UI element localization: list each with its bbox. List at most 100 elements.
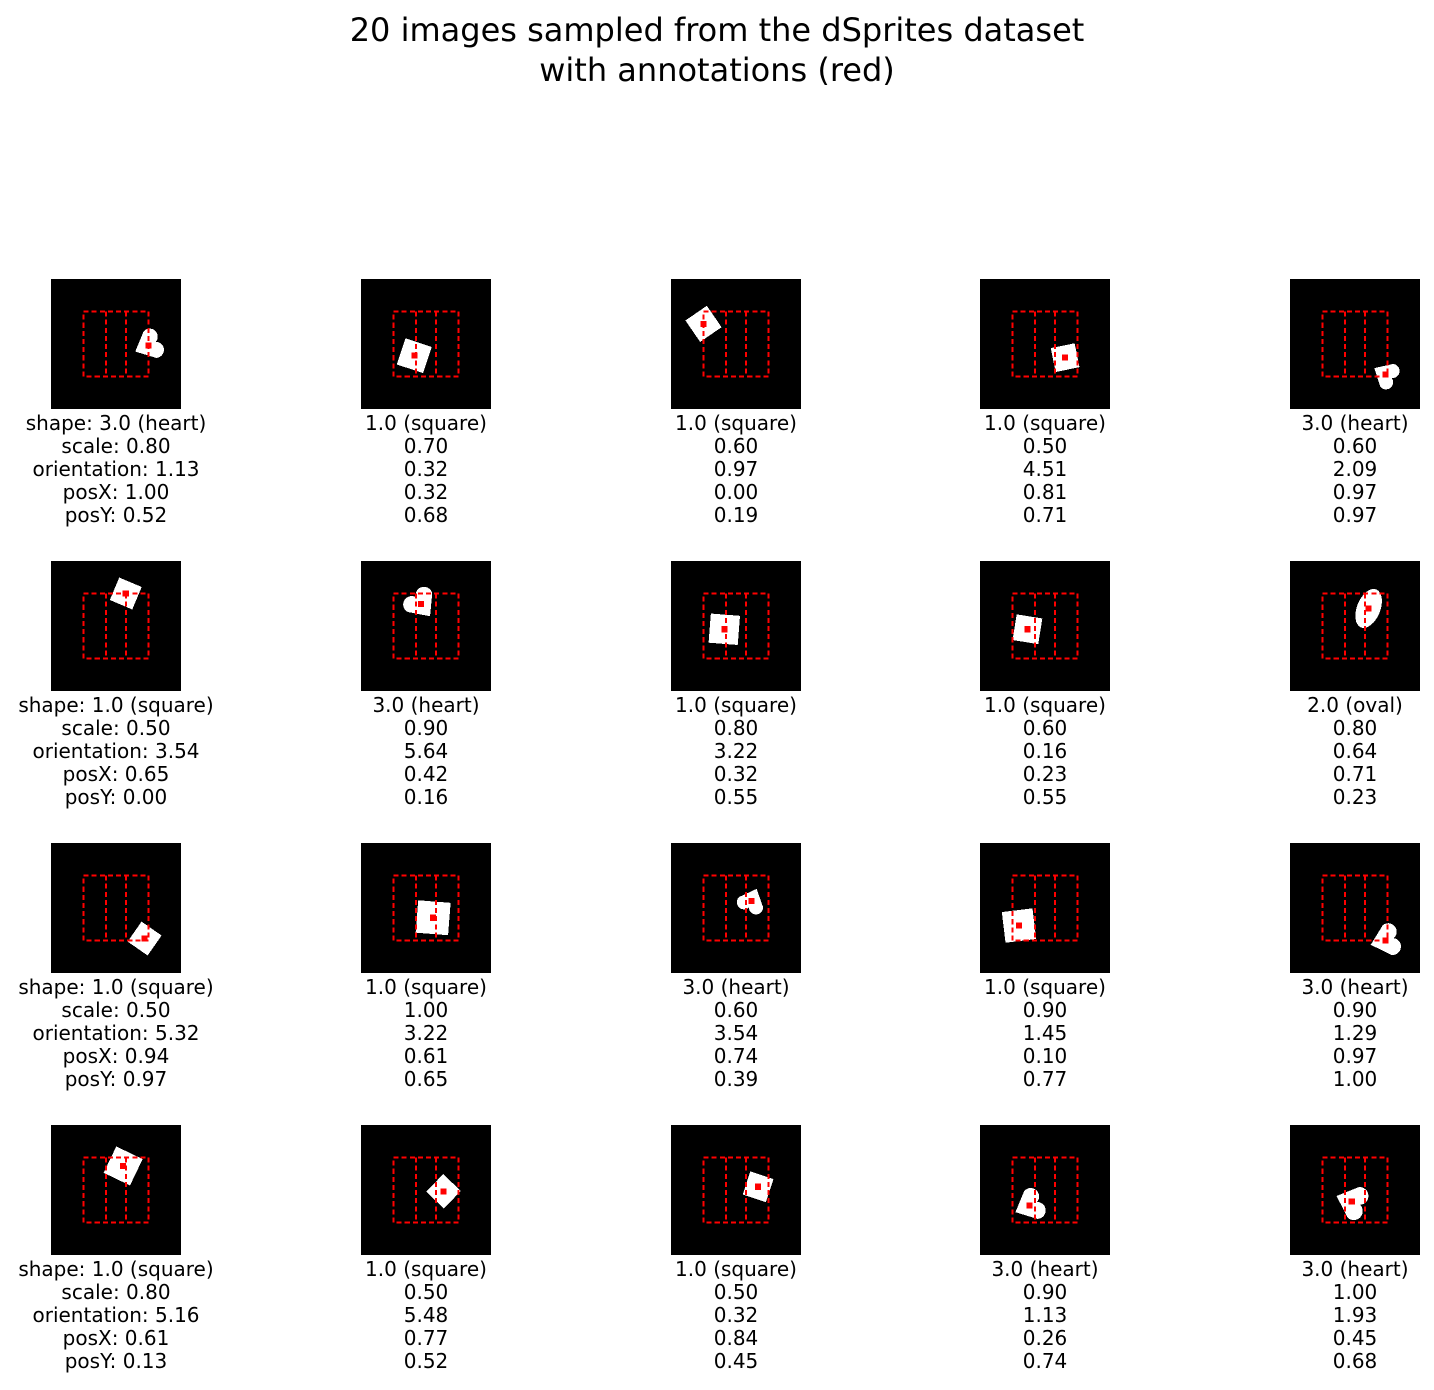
posY-label: 0.68 <box>1332 1349 1378 1373</box>
orientation-label: orientation: 1.13 <box>32 457 200 481</box>
posY-label: 0.23 <box>1332 785 1378 809</box>
shape-label: 3.0 (heart) <box>682 975 790 999</box>
sample-annotations-14: 1.0 (square) 0.90 1.45 0.10 0.77 <box>895 976 1195 1091</box>
posY-label: 0.74 <box>1022 1349 1068 1373</box>
scale-label: 0.60 <box>1022 716 1068 740</box>
scale-label: 0.90 <box>1022 1280 1068 1304</box>
position-marker <box>748 897 755 904</box>
annotation-box <box>392 874 460 942</box>
position-marker <box>1365 605 1372 612</box>
sprite-image-16 <box>51 1125 181 1255</box>
annotation-box <box>702 592 770 660</box>
sample-annotations-11: shape: 1.0 (square) scale: 0.50 orientatio… <box>0 976 266 1091</box>
orientation-label: 0.32 <box>403 457 449 481</box>
image-background <box>361 561 491 691</box>
posY-label: 1.00 <box>1332 1067 1378 1091</box>
position-marker <box>1382 371 1389 378</box>
image-background <box>671 279 801 409</box>
sprite-image-14 <box>980 843 1110 973</box>
posX-label: 0.23 <box>1022 762 1068 786</box>
position-marker <box>120 1162 127 1169</box>
orientation-label: 3.22 <box>403 1021 449 1045</box>
posY-label: 0.55 <box>713 785 759 809</box>
annotation-box <box>1011 1156 1079 1224</box>
posY-label: 0.65 <box>403 1067 449 1091</box>
sample-annotations-5: 3.0 (heart) 0.60 2.09 0.97 0.97 <box>1205 412 1434 527</box>
sample-annotations-15: 3.0 (heart) 0.90 1.29 0.97 1.00 <box>1205 976 1434 1091</box>
annotation-box <box>1011 592 1079 660</box>
sample-annotations-16: shape: 1.0 (square) scale: 0.80 orientatio… <box>0 1258 266 1373</box>
position-marker <box>1382 937 1389 944</box>
annotation-box <box>1321 874 1389 942</box>
sprite-image-8 <box>671 561 801 691</box>
image-background <box>980 1125 1110 1255</box>
sample-annotations-7: 3.0 (heart) 0.90 5.64 0.42 0.16 <box>276 694 576 809</box>
posY-label: posY: 0.97 <box>64 1067 168 1091</box>
sample-annotations-10: 2.0 (oval) 0.80 0.64 0.71 0.23 <box>1205 694 1434 809</box>
position-marker <box>141 935 148 942</box>
annotation-box <box>702 1156 770 1224</box>
image-background <box>361 279 491 409</box>
annotation-box <box>392 1156 460 1224</box>
figure-title: 20 images sampled from the dSprites data… <box>0 10 1434 90</box>
sample-annotations-8: 1.0 (square) 0.80 3.22 0.32 0.55 <box>586 694 886 809</box>
posY-label: 0.45 <box>713 1349 759 1373</box>
image-background <box>980 279 1110 409</box>
annotation-box <box>82 592 150 660</box>
orientation-label: 3.54 <box>713 1021 759 1045</box>
annotation-box <box>1011 874 1079 942</box>
orientation-label: 0.16 <box>1022 739 1068 763</box>
sprite-image-11 <box>51 843 181 973</box>
posY-label: posY: 0.52 <box>64 503 168 527</box>
shape-label: 1.0 (square) <box>984 975 1106 999</box>
position-marker <box>721 626 728 633</box>
posX-label: 0.74 <box>713 1044 759 1068</box>
posX-label: posX: 0.61 <box>62 1326 170 1350</box>
sample-annotations-18: 1.0 (square) 0.50 0.32 0.84 0.45 <box>586 1258 886 1373</box>
image-background <box>51 843 181 973</box>
sample-annotations-3: 1.0 (square) 0.60 0.97 0.00 0.19 <box>586 412 886 527</box>
position-marker <box>122 590 129 597</box>
position-marker <box>1015 922 1023 929</box>
image-background <box>361 1125 491 1255</box>
orientation-label: 4.51 <box>1022 457 1068 481</box>
scale-label: scale: 0.80 <box>61 1280 171 1304</box>
sprite-image-6 <box>51 561 181 691</box>
posY-label: 0.97 <box>1332 503 1378 527</box>
annotation-box <box>392 310 460 378</box>
annotation-box <box>392 592 460 660</box>
sprite-image-10 <box>1290 561 1420 691</box>
title-line-2: with annotations (red) <box>539 51 895 89</box>
annotation-box <box>1321 592 1389 660</box>
sample-annotations-4: 1.0 (square) 0.50 4.51 0.81 0.71 <box>895 412 1195 527</box>
sprite-image-5 <box>1290 279 1420 409</box>
posY-label: posY: 0.00 <box>64 785 168 809</box>
orientation-label: 1.13 <box>1022 1303 1068 1327</box>
shape-label: shape: 1.0 (square) <box>18 693 214 717</box>
shape-label: shape: 1.0 (square) <box>18 975 214 999</box>
position-marker <box>145 342 152 349</box>
scale-label: 1.00 <box>1332 1280 1378 1304</box>
annotation-box <box>1321 310 1389 378</box>
image-background <box>1290 561 1420 691</box>
posY-label: 0.19 <box>713 503 759 527</box>
orientation-label: orientation: 5.16 <box>32 1303 200 1327</box>
posY-label: posY: 0.13 <box>64 1349 168 1373</box>
orientation-label: 1.29 <box>1332 1021 1378 1045</box>
position-marker <box>700 320 707 327</box>
position-marker <box>1026 1202 1033 1209</box>
image-background <box>1290 843 1420 973</box>
posX-label: 0.97 <box>1332 480 1378 504</box>
sprite-image-13 <box>671 843 801 973</box>
scale-label: 0.60 <box>1332 434 1378 458</box>
sample-annotations-1: shape: 3.0 (heart) scale: 0.80 orientation… <box>0 412 266 527</box>
image-background <box>51 279 181 409</box>
posX-label: 0.32 <box>403 480 449 504</box>
orientation-label: orientation: 5.32 <box>32 1021 200 1045</box>
orientation-label: 5.48 <box>403 1303 449 1327</box>
posY-label: 0.77 <box>1022 1067 1068 1091</box>
posX-label: posX: 0.65 <box>62 762 170 786</box>
sprite-image-15 <box>1290 843 1420 973</box>
image-background <box>671 843 801 973</box>
position-marker <box>1062 354 1069 361</box>
